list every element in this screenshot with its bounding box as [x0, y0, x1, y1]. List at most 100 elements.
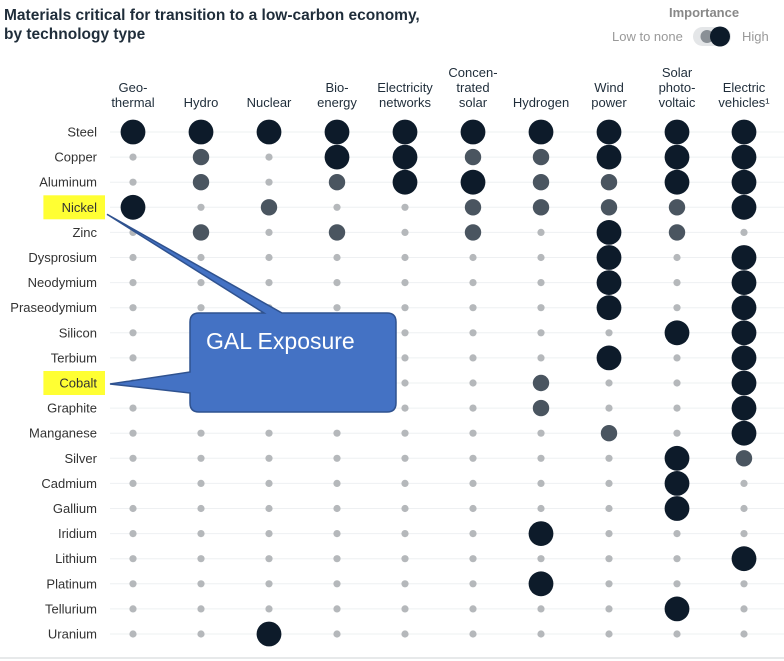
importance-dot	[464, 199, 482, 216]
importance-dot	[731, 270, 757, 295]
importance-dot	[333, 530, 341, 538]
importance-dot	[333, 429, 341, 437]
importance-dot	[333, 304, 341, 312]
importance-dot	[673, 555, 681, 563]
importance-dot	[129, 329, 137, 337]
row-highlight	[43, 195, 105, 220]
importance-dot	[401, 429, 409, 437]
importance-dot	[664, 320, 690, 346]
row-labels: Steel Copper Aluminum Nickel Zinc Dysprosium N…	[10, 125, 97, 642]
importance-dot	[197, 203, 205, 211]
importance-dot	[596, 220, 622, 245]
importance-dot	[731, 395, 757, 421]
importance-dot	[460, 169, 486, 195]
importance-dot	[129, 404, 137, 412]
importance-dot	[469, 404, 477, 412]
row-label: Uranium	[48, 627, 97, 642]
importance-dot	[192, 148, 210, 166]
callout-text: GAL Exposure	[206, 328, 355, 354]
importance-dot	[401, 253, 409, 262]
importance-dot	[333, 279, 341, 287]
importance-dot	[401, 580, 409, 588]
importance-dot	[664, 169, 690, 195]
importance-dot	[605, 605, 613, 613]
importance-dot	[256, 621, 282, 647]
importance-dot	[605, 630, 613, 638]
row-label: Praseodymium	[10, 300, 97, 315]
importance-dot	[532, 174, 550, 191]
importance-dot	[256, 119, 282, 145]
importance-dot	[401, 354, 409, 362]
importance-dot	[673, 379, 681, 387]
column-header-label: Bio-	[325, 80, 348, 95]
importance-dot	[673, 630, 681, 638]
importance-dot	[265, 530, 273, 538]
importance-dot	[401, 279, 409, 287]
row-label: Lithium	[55, 551, 97, 566]
importance-dot	[664, 445, 690, 471]
importance-dot	[401, 304, 409, 312]
column-header-label: Hydro	[184, 95, 219, 110]
importance-dot	[537, 429, 545, 437]
importance-dot	[392, 144, 418, 170]
importance-dot	[605, 580, 613, 588]
importance-dot	[664, 596, 690, 622]
importance-dot	[731, 420, 757, 446]
importance-dot	[469, 479, 477, 487]
importance-dot	[265, 454, 273, 462]
importance-dot	[537, 329, 545, 337]
importance-dot	[469, 454, 477, 462]
importance-dot	[265, 228, 273, 236]
importance-dot	[328, 174, 346, 191]
row-highlight	[43, 371, 105, 395]
importance-dot	[673, 354, 681, 362]
importance-dot	[469, 555, 477, 563]
importance-dot	[120, 119, 146, 145]
importance-dot	[333, 504, 341, 513]
importance-dot	[401, 454, 409, 462]
importance-dot	[129, 454, 137, 462]
importance-dot	[469, 605, 477, 613]
importance-dot	[129, 580, 137, 588]
column-header-label: vehicles¹	[718, 95, 770, 110]
importance-dot	[197, 253, 205, 262]
row-label: Copper	[54, 150, 97, 165]
importance-dot	[401, 379, 409, 387]
importance-dot	[600, 199, 618, 216]
importance-dot	[197, 630, 205, 638]
importance-dot	[673, 304, 681, 312]
importance-dot	[129, 479, 137, 487]
importance-dot	[469, 304, 477, 312]
column-header-label: voltaic	[659, 95, 696, 110]
importance-dot	[464, 224, 482, 241]
importance-dot	[333, 454, 341, 462]
column-headers: Geo-thermal Hydro Nuclear Bio-energy Electri…	[111, 65, 770, 110]
importance-dot	[731, 194, 757, 220]
importance-dot	[265, 279, 273, 287]
importance-dot	[464, 148, 482, 166]
importance-dot	[265, 178, 273, 186]
importance-dot	[197, 304, 205, 312]
row-label: Zinc	[72, 225, 97, 240]
importance-dot	[265, 580, 273, 588]
importance-dot	[537, 279, 545, 287]
importance-dot	[333, 203, 341, 211]
importance-dot	[469, 253, 477, 262]
importance-dot	[731, 370, 757, 396]
column-header-label: solar	[459, 95, 488, 110]
importance-dot	[537, 354, 545, 362]
importance-dot	[197, 454, 205, 462]
importance-dot	[129, 504, 137, 513]
column-header-label: trated	[456, 80, 489, 95]
row-label: Nickel	[62, 200, 98, 215]
importance-dot	[333, 580, 341, 588]
callout-shape	[106, 213, 397, 413]
row-label: Platinum	[46, 576, 97, 591]
column-header-label: Hydrogen	[513, 95, 569, 110]
importance-dot	[401, 630, 409, 638]
highlights	[43, 195, 105, 395]
row-label: Cobalt	[59, 376, 97, 391]
legend-title: Importance	[669, 5, 740, 20]
importance-dot	[740, 479, 748, 487]
